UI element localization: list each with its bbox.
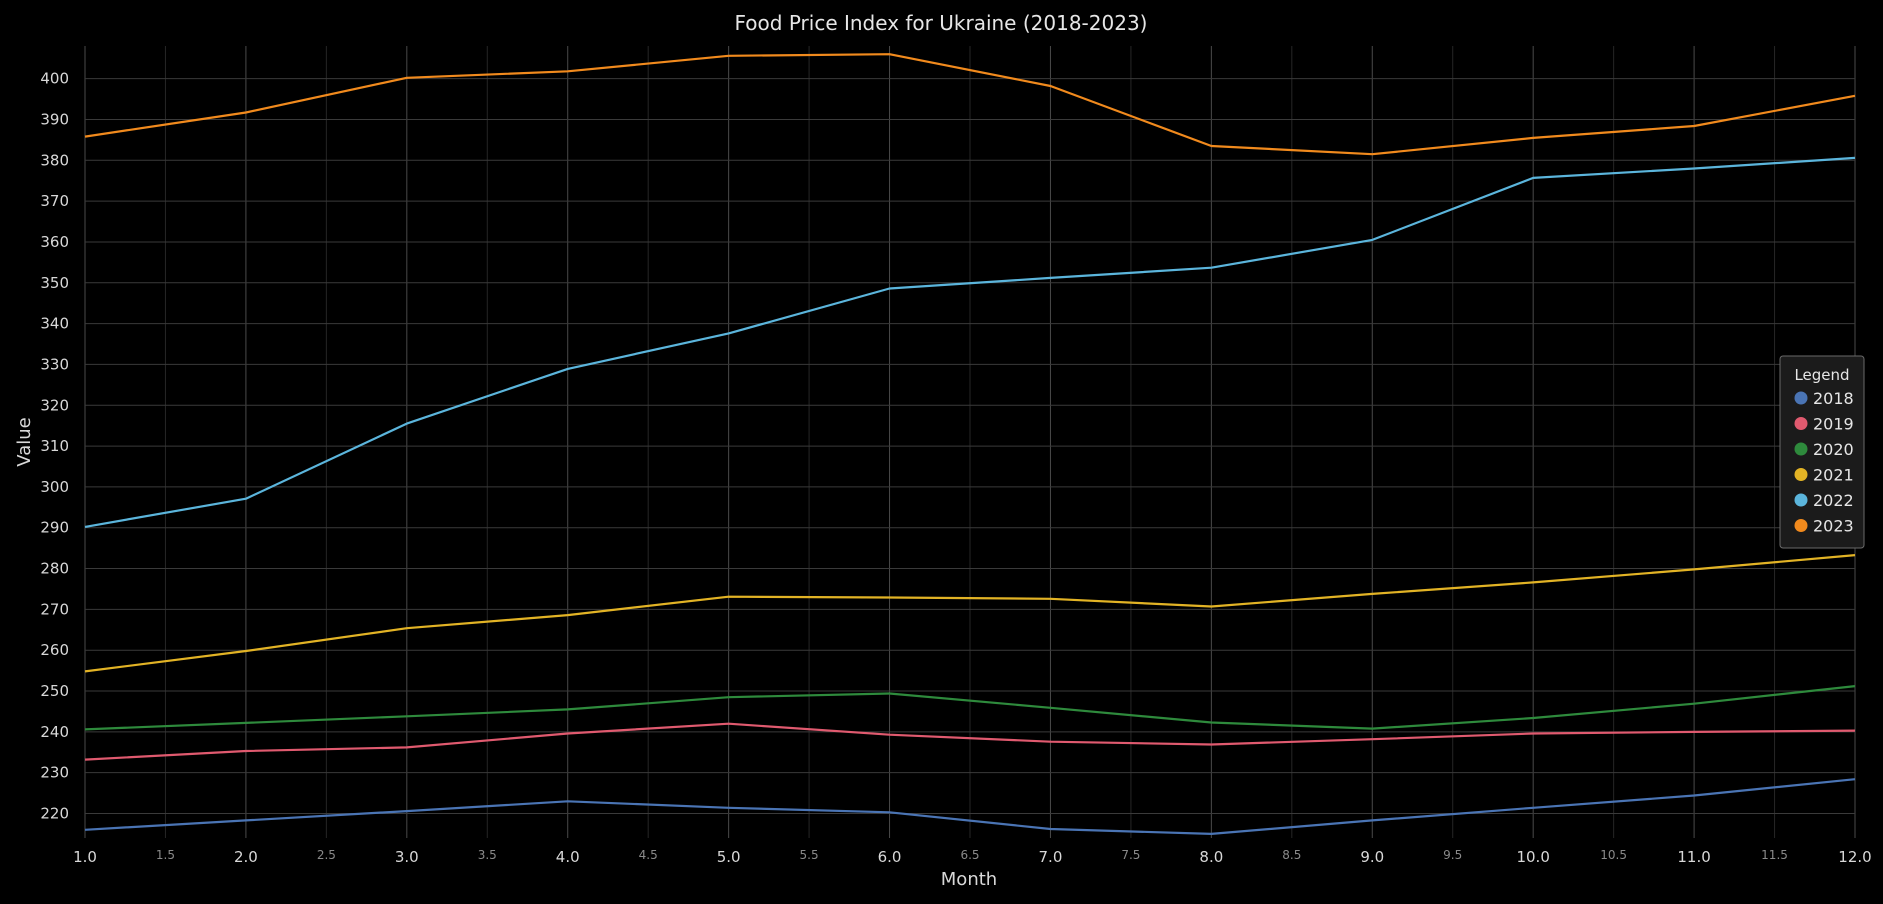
legend-label: 2021 [1813,466,1854,485]
x-minor-tick-label: 1.5 [156,848,175,862]
x-tick-label: 9.0 [1360,848,1384,866]
legend-label: 2022 [1813,491,1854,510]
legend-label: 2019 [1813,415,1854,434]
y-axis-label: Value [14,417,35,466]
legend-item-2022: 2022 [1794,491,1854,510]
legend-swatch [1794,468,1808,481]
legend-item-2019: 2019 [1794,415,1854,434]
y-tick-label: 280 [40,560,69,578]
y-tick-label: 370 [40,192,69,210]
y-tick-label: 270 [40,600,69,618]
x-tick-label: 7.0 [1039,848,1063,866]
x-tick-label: 2.0 [234,848,258,866]
x-minor-tick-label: 3.5 [478,848,497,862]
legend-label: 2018 [1813,389,1854,408]
y-tick-label: 310 [40,437,69,455]
y-tick-label: 240 [40,723,69,741]
y-tick-label: 320 [40,396,69,414]
legend-item-2023: 2023 [1794,517,1854,536]
legend-label: 2020 [1813,440,1854,459]
series-line-2021 [84,554,1856,673]
legend-title: Legend [1794,366,1849,384]
legend-item-2020: 2020 [1794,440,1854,459]
x-tick-label: 11.0 [1677,848,1710,866]
x-minor-tick-label: 7.5 [1121,848,1140,862]
y-tick-label: 380 [40,151,69,169]
series-line-2022 [84,156,1856,528]
legend-swatch [1794,442,1808,456]
x-tick-label: 1.0 [73,848,97,866]
major-gridlines [84,46,1856,838]
x-minor-tick-label: 5.5 [800,848,819,862]
x-minor-tick-label: 8.5 [1282,848,1301,862]
x-tick-label: 6.0 [878,848,902,866]
x-tick-label: 4.0 [556,848,580,866]
y-tick-label: 300 [40,478,69,496]
legend-items: 2018 2019 2020 2021 2022 2023 [1794,389,1854,536]
x-axis-ticks: 1.5 2.5 3.5 4.5 5.5 6.5 7.5 8.5 9.5 10.5 11.5 1.0 2.… [73,848,1872,866]
legend-swatch [1794,417,1808,430]
y-tick-label: 340 [40,315,69,333]
y-tick-label: 390 [40,110,69,128]
x-minor-tick-label: 9.5 [1443,848,1462,862]
x-minor-tick-label: 11.5 [1761,848,1788,862]
legend: Legend 2018 2019 2020 2021 2022 2023 [1779,355,1865,549]
x-tick-label: 3.0 [395,848,419,866]
x-tick-label: 10.0 [1516,848,1549,866]
y-tick-label: 230 [40,764,69,782]
y-tick-label: 350 [40,274,69,292]
x-minor-tick-label: 6.5 [960,848,979,862]
legend-item-2021: 2021 [1794,466,1854,485]
y-tick-label: 290 [40,519,69,537]
x-axis-label: Month [941,869,997,890]
legend-swatch [1794,391,1808,405]
y-tick-label: 260 [40,641,69,659]
x-minor-tick-label: 10.5 [1600,848,1627,862]
series-lines [84,53,1856,835]
minor-gridlines [164,46,1776,838]
x-minor-tick-label: 4.5 [639,848,658,862]
x-tick-label: 5.0 [717,848,741,866]
y-axis-ticks: 220 230 240 250 260 270 280 290 300 310 320 330 340 3… [40,70,69,823]
legend-swatch [1794,519,1808,532]
y-tick-label: 250 [40,682,69,700]
legend-item-2018: 2018 [1794,389,1854,408]
y-tick-label: 400 [40,70,69,88]
series-line-2023 [84,53,1856,156]
chart-title: Food Price Index for Ukraine (2018-2023) [735,11,1148,35]
series-line-2019 [84,722,1856,761]
x-tick-label: 12.0 [1838,848,1871,866]
y-tick-label: 330 [40,355,69,373]
y-tick-label: 220 [40,805,69,823]
series-line-2020 [84,685,1856,731]
series-line-2018 [84,778,1856,835]
legend-swatch [1794,493,1808,507]
x-tick-label: 8.0 [1199,848,1223,866]
x-minor-tick-label: 2.5 [317,848,336,862]
y-tick-label: 360 [40,233,69,251]
legend-label: 2023 [1813,517,1854,536]
